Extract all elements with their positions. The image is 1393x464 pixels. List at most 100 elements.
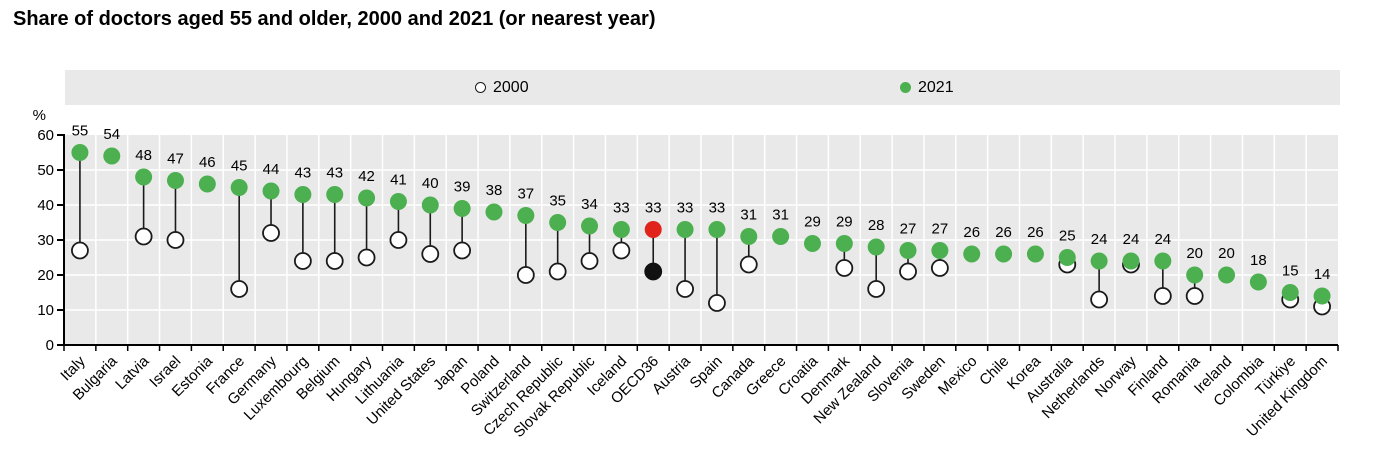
legend-item-2021: 2021 (900, 70, 954, 105)
value-label-denmark: 29 (836, 214, 853, 231)
dot-2021-oecd36 (644, 221, 662, 238)
dot-2021-france (230, 179, 248, 196)
value-label-croatia: 29 (804, 214, 821, 231)
dot-2021-romania (1186, 266, 1204, 284)
dot-2021-mexico (963, 245, 981, 263)
legend-label-2021: 2021 (918, 78, 954, 96)
y-axis-unit-label: % (33, 107, 46, 124)
dot-2021-switzerland (517, 207, 535, 224)
value-label-t-rkiye: 15 (1282, 263, 1299, 280)
value-label-chile: 26 (995, 224, 1012, 241)
dot-2000-denmark (835, 259, 854, 277)
dot-2000-finland (1153, 287, 1172, 305)
dot-2000-belgium (325, 252, 344, 270)
value-label-korea: 26 (1027, 224, 1044, 241)
value-label-spain: 33 (709, 200, 726, 217)
dot-2021-latvia (135, 168, 153, 186)
dot-2021-bulgaria (103, 147, 121, 165)
dot-2000-oecd36 (644, 262, 663, 281)
dot-2021-finland (1154, 252, 1172, 270)
dot-2021-slovak-republic (581, 217, 599, 235)
value-label-ireland: 20 (1218, 245, 1235, 262)
dot-2000-japan (453, 241, 472, 260)
dot-2021-israel (166, 172, 184, 189)
value-label-iceland: 33 (613, 200, 630, 217)
dot-2000-france (230, 280, 249, 298)
value-label-poland: 38 (486, 182, 503, 199)
dot-2021-lithuania (389, 193, 407, 210)
dot-2000-slovenia (899, 262, 917, 281)
dot-2000-new-zealand (867, 280, 886, 298)
dot-2021-iceland (612, 221, 630, 238)
value-label-germany: 44 (263, 161, 280, 178)
value-label-japan: 39 (454, 179, 471, 196)
value-label-austria: 33 (677, 200, 694, 217)
dot-2000-sweden (930, 259, 949, 277)
dot-2021-norway (1122, 252, 1140, 270)
dot-2021-t-rkiye (1281, 284, 1299, 301)
dot-2000-luxembourg (293, 252, 312, 270)
value-label-colombia: 18 (1250, 252, 1267, 269)
y-tick-label: 60 (37, 127, 54, 144)
value-label-united-states: 40 (422, 175, 439, 192)
value-label-norway: 24 (1123, 231, 1140, 248)
dot-2021-netherlands (1090, 252, 1108, 270)
dot-2000-canada (739, 255, 758, 274)
value-label-hungary: 42 (358, 168, 375, 185)
dot-2021-belgium (326, 186, 344, 203)
dot-2021-germany (262, 182, 280, 200)
value-label-italy: 55 (72, 123, 89, 140)
dot-2000-czech-republic (548, 262, 567, 281)
y-tick-label: 20 (37, 267, 54, 284)
value-label-netherlands: 24 (1091, 231, 1108, 248)
dot-2000-lithuania (389, 231, 408, 249)
value-label-latvia: 48 (135, 147, 152, 164)
dot-2021-australia (1058, 249, 1076, 266)
dot-2021-denmark (835, 235, 853, 252)
dot-2021-united-kingdom (1313, 287, 1331, 305)
value-label-lithuania: 41 (390, 172, 407, 189)
dot-2021-czech-republic (549, 214, 567, 231)
dot-2000-united-states (421, 245, 440, 263)
dot-2021-hungary (358, 189, 376, 207)
value-label-slovenia: 27 (900, 221, 917, 238)
value-label-luxembourg: 43 (295, 165, 312, 182)
dot-2000-netherlands (1090, 290, 1109, 309)
dot-2021-korea (1026, 245, 1044, 263)
open-circle-icon (475, 82, 486, 93)
y-tick-label: 0 (46, 337, 54, 354)
value-label-romania: 20 (1186, 245, 1203, 262)
dot-2021-ireland (1218, 266, 1236, 284)
dot-2000-slovak-republic (580, 252, 599, 270)
value-label-sweden: 27 (932, 221, 949, 238)
value-label-greece: 31 (772, 207, 789, 224)
value-label-united-kingdom: 14 (1314, 266, 1331, 283)
dot-2000-iceland (612, 241, 631, 260)
dot-2021-canada (740, 228, 758, 245)
value-label-israel: 47 (167, 151, 184, 168)
dot-2021-spain (708, 221, 726, 238)
dot-2000-latvia (134, 227, 153, 246)
dot-2021-greece (772, 228, 790, 245)
dot-2021-estonia (198, 175, 216, 193)
dot-2021-luxembourg (294, 186, 312, 203)
dot-2021-new-zealand (867, 238, 885, 256)
legend-item-2000: 2000 (475, 70, 529, 105)
value-label-slovak-republic: 34 (581, 196, 598, 213)
dot-2021-united-states (421, 196, 439, 214)
chart-title: Share of doctors aged 55 and older, 2000… (13, 8, 656, 30)
y-tick-label: 40 (37, 197, 54, 214)
dot-2000-israel (166, 231, 185, 249)
dot-2000-hungary (357, 248, 376, 267)
value-label-canada: 31 (740, 207, 757, 224)
dot-2000-austria (676, 280, 694, 298)
dot-2021-poland (485, 203, 503, 221)
legend: 2000 2021 (65, 70, 1340, 105)
value-label-czech-republic: 35 (549, 193, 566, 210)
dot-2021-italy (71, 144, 89, 161)
value-label-finland: 24 (1154, 231, 1171, 248)
value-label-france: 45 (231, 158, 248, 175)
value-label-estonia: 46 (199, 154, 216, 171)
dot-2021-japan (453, 200, 471, 217)
dot-2021-austria (676, 221, 694, 238)
